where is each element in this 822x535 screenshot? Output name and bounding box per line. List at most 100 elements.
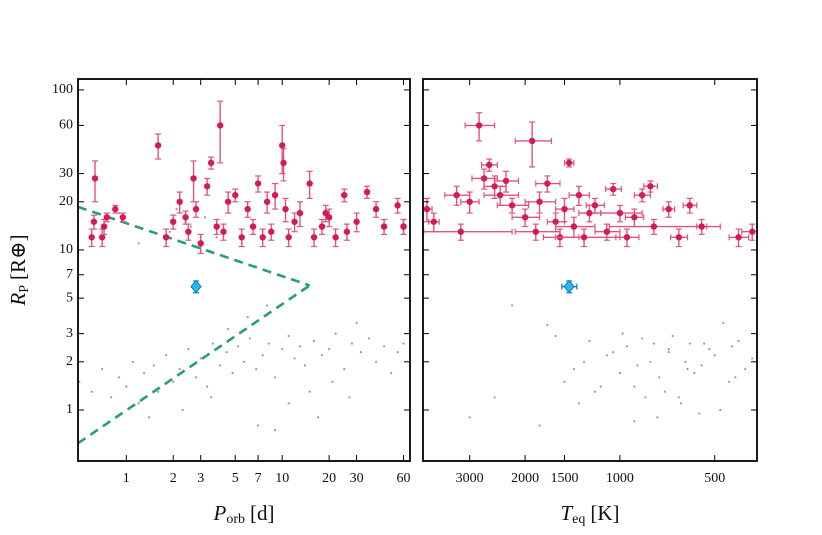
planet-point: [565, 159, 573, 167]
planet-point: [353, 218, 360, 225]
background-point: [236, 345, 240, 348]
planet-point: [112, 205, 119, 213]
axis-label-main: R: [6, 293, 30, 307]
background-point: [708, 348, 711, 351]
planet-point: [528, 137, 536, 145]
plot-area: [78, 100, 407, 445]
background-point: [248, 337, 251, 340]
planet-point: [665, 205, 672, 213]
planet-point: [220, 228, 227, 235]
planet-point: [561, 205, 568, 213]
background-point: [215, 236, 218, 239]
background-point: [510, 304, 514, 307]
background-point: [577, 402, 580, 405]
background-point: [231, 372, 234, 375]
axis-label-sub: eq: [572, 512, 585, 527]
background-point: [331, 380, 334, 383]
planet-point: [119, 214, 127, 221]
background-point: [225, 350, 228, 354]
background-point: [751, 357, 754, 360]
background-point: [298, 345, 302, 348]
background-point: [734, 376, 737, 379]
planet-point: [400, 223, 407, 230]
background-point: [382, 345, 386, 348]
planet-point: [491, 183, 498, 190]
background-point: [688, 342, 691, 345]
background-point: [118, 211, 121, 215]
planet-point: [650, 223, 658, 230]
x-tick-label: 7: [255, 471, 262, 486]
background-point: [538, 424, 541, 427]
background-point: [261, 354, 264, 357]
planet-point: [380, 223, 388, 230]
background-point: [468, 416, 471, 419]
background-point: [287, 334, 290, 338]
planet-point: [154, 142, 162, 149]
background-point: [118, 376, 121, 379]
target-point: [563, 279, 575, 294]
planet-point: [363, 188, 371, 196]
planet-point: [486, 161, 493, 169]
background-point: [633, 385, 636, 388]
background-point: [396, 350, 399, 354]
background-point: [320, 354, 324, 357]
planet-point: [480, 175, 488, 182]
planet-point: [586, 209, 593, 217]
background-point: [334, 332, 337, 335]
planet-point: [580, 234, 588, 241]
x-tick-label: 1500: [550, 471, 578, 486]
planet-point: [197, 240, 204, 247]
background-point: [667, 350, 670, 354]
background-point: [189, 225, 193, 228]
x-tick-label: 500: [704, 471, 725, 486]
background-point: [667, 348, 670, 351]
x-tick-label: 1000: [606, 471, 634, 486]
planet-point: [735, 234, 742, 241]
planet-point: [282, 205, 289, 213]
background-point: [287, 402, 290, 405]
background-point: [131, 360, 134, 363]
x-tick-label: 30: [350, 471, 364, 486]
background-point: [210, 396, 213, 399]
plot-area: [423, 112, 757, 427]
background-point: [588, 339, 591, 343]
background-point: [199, 357, 202, 360]
background-point: [671, 334, 674, 338]
y-tick-label: 2: [66, 354, 73, 369]
planet-point: [254, 180, 262, 187]
planet-point: [213, 223, 220, 230]
planet-point: [170, 218, 177, 225]
axis-label-sub: orb: [226, 512, 245, 527]
planet-point: [296, 209, 304, 217]
y-tick-label: 3: [66, 326, 73, 341]
background-point: [187, 348, 190, 351]
background-point: [641, 337, 644, 340]
planet-point: [698, 223, 705, 230]
background-point: [722, 321, 725, 325]
planet-point: [285, 234, 292, 241]
background-point: [359, 350, 363, 354]
x-tick-label: 2000: [511, 471, 539, 486]
planet-point: [259, 234, 266, 241]
planet-point: [306, 180, 313, 187]
target-point: [190, 279, 202, 294]
planet-point: [224, 198, 232, 205]
planet-point: [749, 228, 756, 235]
plot-frame: [422, 78, 758, 462]
axis-label-main: P: [213, 501, 227, 525]
background-point: [256, 424, 260, 427]
background-point: [219, 364, 222, 367]
planet-point: [280, 159, 287, 167]
background-point: [677, 396, 680, 399]
background-point: [644, 396, 647, 399]
planet-point: [610, 185, 617, 193]
planet-point: [192, 205, 200, 213]
background-point: [355, 321, 358, 325]
planet-point: [647, 183, 654, 190]
planet-point: [244, 205, 251, 213]
planet-point: [430, 218, 437, 225]
background-point: [317, 416, 320, 419]
planet-point: [575, 191, 583, 199]
